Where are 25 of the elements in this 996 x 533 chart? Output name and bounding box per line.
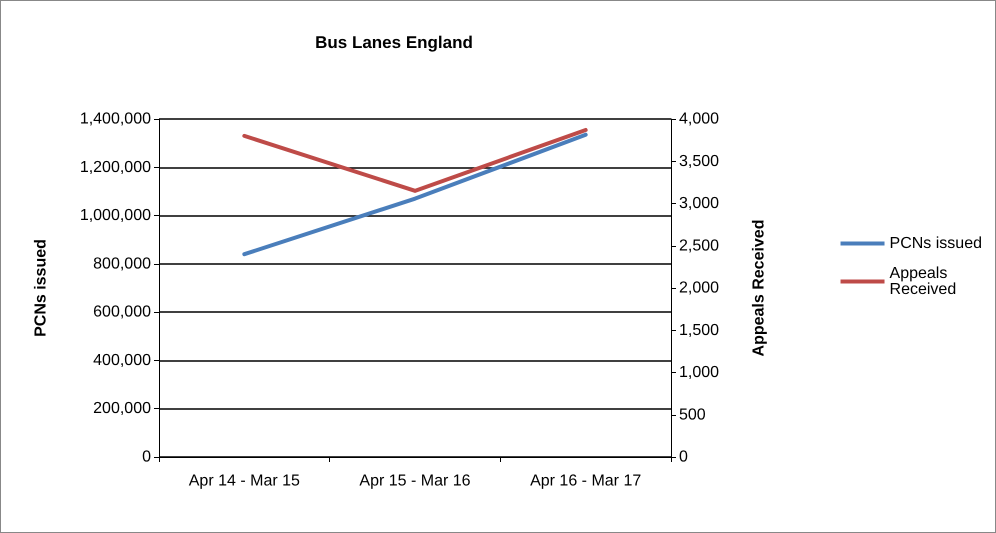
y2-tick-label: 2,000	[679, 280, 720, 296]
y-tick-label: 200,000	[93, 400, 152, 418]
y2-tick-label: 1,500	[679, 322, 720, 339]
y2-axis-title: Appeals Received	[750, 220, 768, 356]
y2-tick-label: 2,500	[679, 237, 720, 254]
legend-label: PCNs issued	[890, 235, 982, 252]
y2-tick-label: 500	[679, 406, 706, 424]
y-tick-label: 1,000,000	[80, 207, 152, 224]
chart-title: Bus Lanes England	[315, 33, 473, 52]
y-tick-label: 1,200,000	[80, 158, 152, 176]
y2-tick-label: 3,000	[679, 195, 720, 212]
y2-tick-label: 3,500	[679, 152, 720, 170]
legend-label: Appeals Received	[890, 265, 956, 298]
y-tick-label: 0	[142, 448, 152, 466]
y-tick-label: 600,000	[93, 304, 152, 321]
x-tick-label: Apr 16 - Mar 17	[530, 472, 642, 490]
y2-tick-label: 0	[679, 448, 688, 466]
y2-tick-label: 4,000	[679, 110, 720, 128]
y-axis-title: PCNs issued	[32, 239, 50, 337]
x-tick-label: Apr 14 - Mar 15	[188, 472, 300, 490]
y-tick-label: 1,400,000	[80, 110, 152, 128]
y-tick-label: 800,000	[93, 255, 152, 272]
x-tick-label: Apr 15 - Mar 16	[359, 472, 471, 490]
y2-tick-label: 1,000	[679, 364, 720, 381]
y-tick-label: 400,000	[93, 352, 152, 369]
